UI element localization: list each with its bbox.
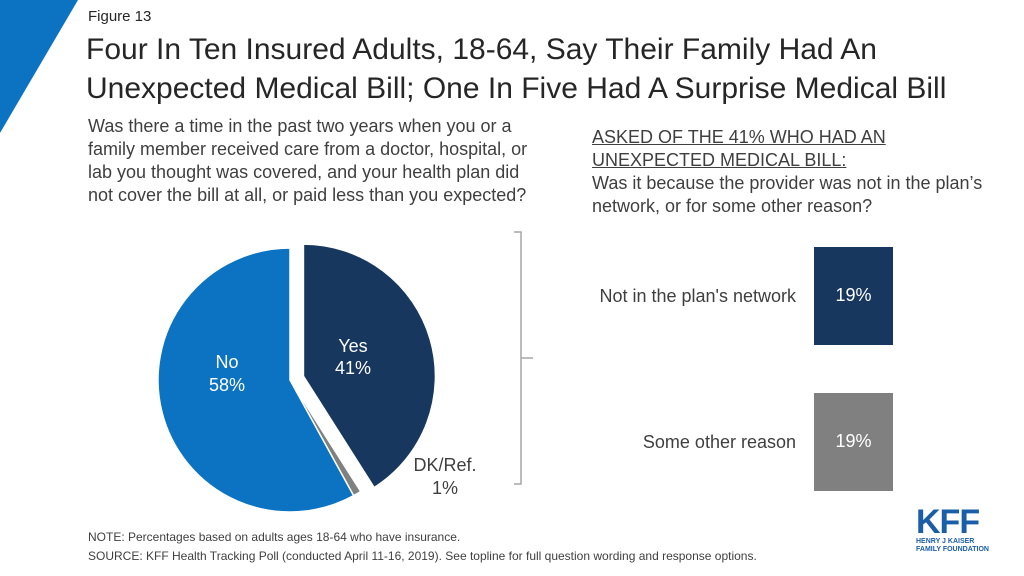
pie-value-dk-ref: 1% — [432, 478, 458, 498]
bar-value-network: 19% — [835, 285, 872, 306]
bar-category-network: Not in the plan's network — [599, 286, 796, 306]
footnotes: NOTE: Percentages based on adults ages 1… — [88, 528, 757, 566]
bracket — [514, 231, 533, 485]
figure-label: Figure 13 — [88, 8, 152, 25]
pie-slice-no — [157, 247, 355, 513]
follow-up-header: ASKED OF THE 41% WHO HAD AN UNEXPECTED M… — [592, 126, 1012, 218]
survey-question: Was there a time in the past two years w… — [88, 116, 528, 205]
pie-slice-yes — [302, 243, 437, 489]
logo-line-2: FAMILY FOUNDATION — [916, 546, 989, 553]
source-text: SOURCE: KFF Health Tracking Poll (conduc… — [88, 549, 757, 563]
bar-category-other: Some other reason — [642, 432, 796, 452]
corner-accent — [0, 0, 78, 133]
page-title: Four In Ten Insured Adults, 18-64, Say T… — [86, 33, 947, 105]
pie-label-dk-ref: DK/Ref. — [413, 455, 476, 475]
follow-up-question: Was it because the provider was not in t… — [592, 173, 983, 216]
note-text: NOTE: Percentages based on adults ages 1… — [88, 530, 461, 544]
logo-line-1: HENRY J KAISER — [916, 538, 975, 545]
pie-chart: Yes 41% No 58% DK/Ref. 1% — [157, 231, 533, 513]
pie-value-yes: 41% — [335, 358, 371, 378]
pie-value-no: 58% — [209, 375, 245, 395]
bar-other-reason: 19% — [814, 393, 893, 491]
pie-label-yes: Yes — [338, 336, 367, 356]
kff-logo: KFF HENRY J KAISER FAMILY FOUNDATION — [916, 503, 996, 554]
logo-mark: KFF — [916, 503, 980, 541]
bar-network: 19% — [814, 247, 893, 345]
follow-up-asked: ASKED OF THE 41% WHO HAD AN UNEXPECTED M… — [592, 127, 886, 170]
pie-label-no: No — [215, 352, 238, 372]
bar-value-other: 19% — [835, 431, 872, 452]
